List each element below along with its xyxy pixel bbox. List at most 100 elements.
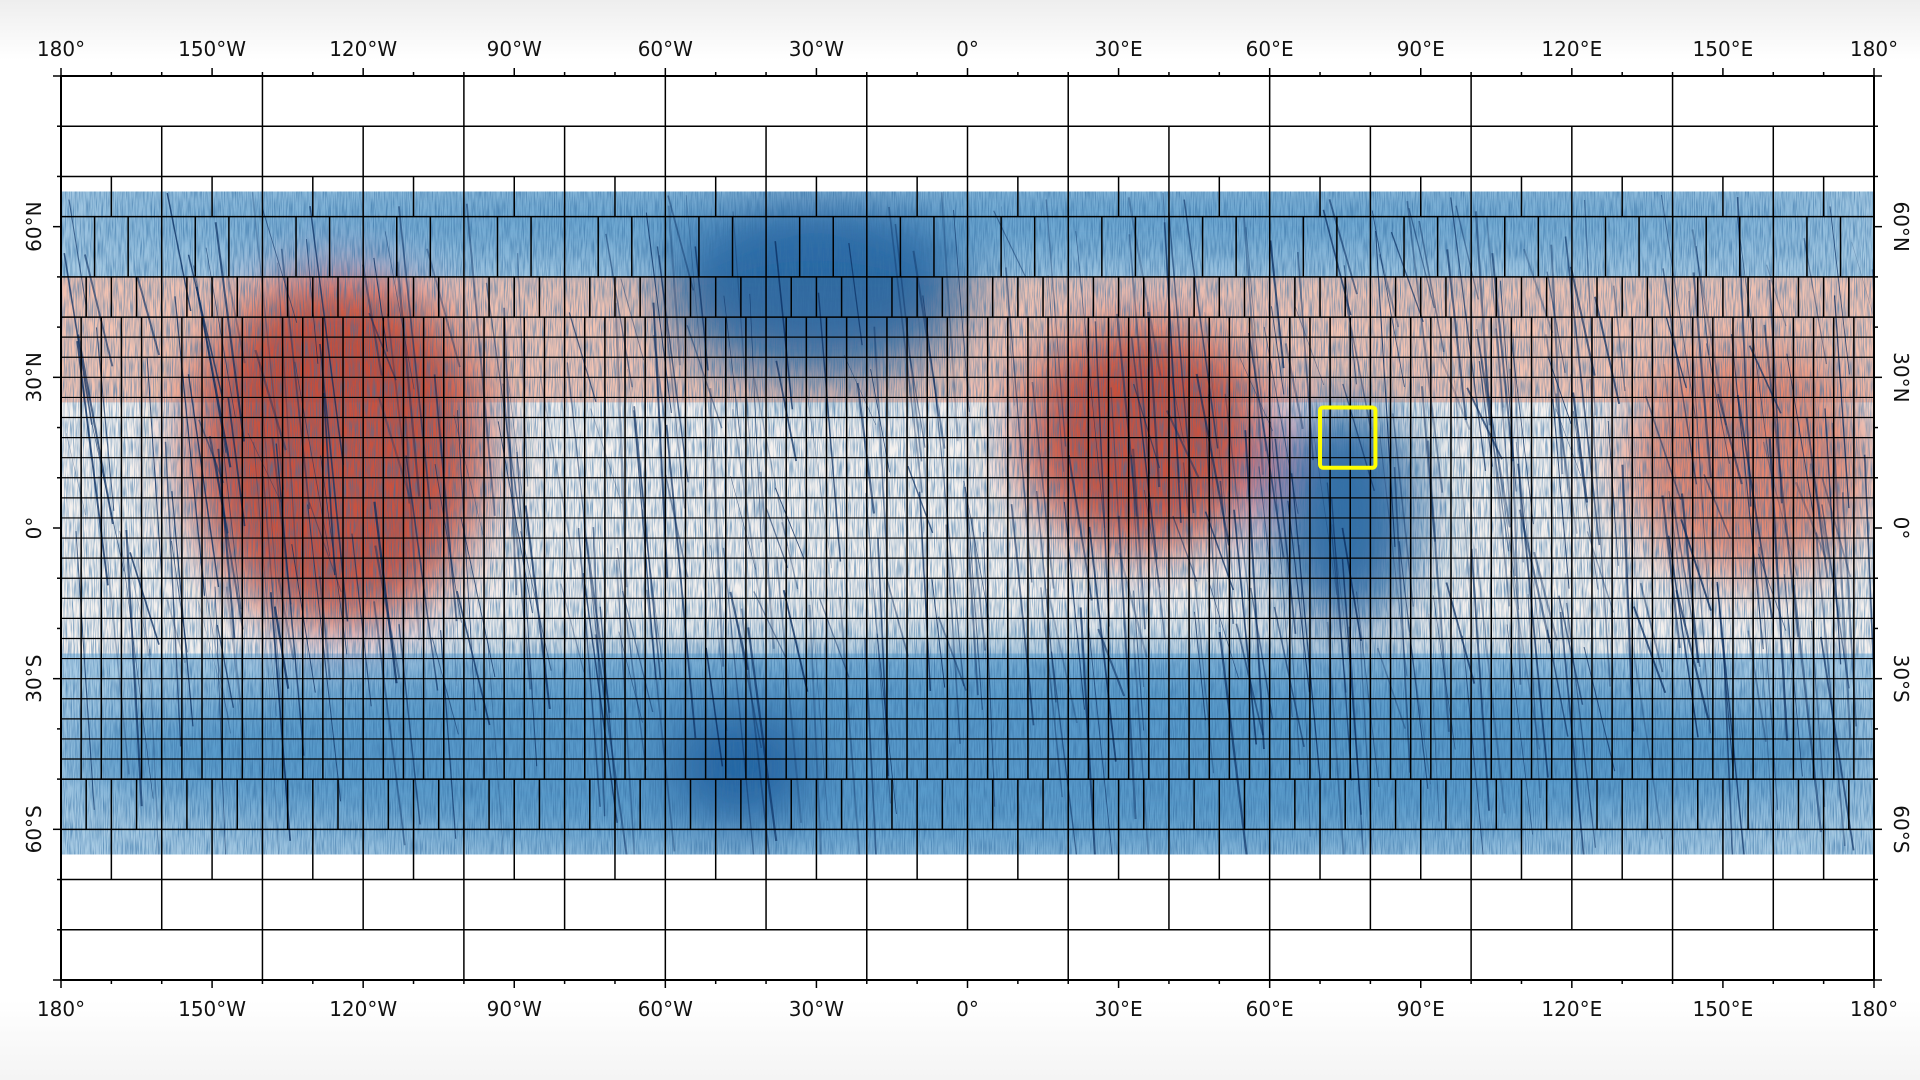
swath-streak [377,396,412,500]
swath-streak [1747,630,1767,742]
swath-streak [633,406,662,681]
swath-streak [1815,532,1846,847]
swath-streak [1809,463,1842,618]
lon-label: 90°E [1397,37,1445,61]
swath-streak [457,410,476,711]
swath-streak [1476,336,1511,528]
swath-streak [1716,583,1734,771]
swath-streak [1355,591,1380,787]
swath-streak [1128,234,1151,474]
swath-streak [1418,220,1445,353]
swath-streak [931,579,946,688]
bottom-lon-labels: 180° 150°W 120°W 90°W 60°W 30°W 0° 30°E 60°E 90°E… [37,997,1898,1021]
swath-streak [374,545,401,679]
swath-streak [618,631,643,723]
swath-streak [1094,321,1110,627]
swath-streak [888,206,923,493]
swath-streak [709,388,725,667]
swath-streak [665,424,697,739]
swath-streak [1466,387,1503,460]
swath-streak [1455,205,1479,300]
highlight-box[interactable] [1318,405,1378,470]
lon-label: 150°W [178,997,246,1021]
swath-streak [808,604,823,855]
lat-label: 60°N [22,201,46,251]
swath-streak [967,508,983,710]
swath-streak [247,433,282,503]
swath-streak [137,557,150,657]
swath-streak [1285,557,1301,765]
swath-streak [539,375,576,570]
swath-streak [1697,559,1711,734]
swath-streak [309,206,345,465]
swath-streak [273,606,290,689]
swath-streak [912,250,946,449]
lon-label: 120°W [329,997,397,1021]
swath-streak [592,527,606,817]
lat-label: 30°N [22,352,46,402]
swath-streak [909,355,926,448]
swath-streak [251,192,285,490]
swath-streak [1050,651,1078,855]
swath-streak [970,518,986,651]
lon-label: 120°W [329,37,397,61]
swath-streak [1736,395,1774,620]
swath-streak [1195,373,1231,546]
swath-streak [275,443,305,756]
swath-streak [1245,227,1267,452]
swath-streak [1644,395,1682,500]
swath-streak [1668,491,1687,628]
swath-streak [164,441,182,747]
swath-streak [1762,441,1798,576]
swath-streak [1871,269,1874,293]
swath-streak [1269,240,1285,369]
swath-streak [517,253,529,487]
lat-label: 60°S [1889,805,1913,853]
swath-streak [1510,570,1541,750]
swath-streak [1831,422,1852,739]
swath-streak [933,376,965,687]
swath-streak [1515,442,1541,640]
lon-label: 0° [956,997,979,1021]
swath-streak [747,627,778,842]
swath-streak [95,327,115,511]
lat-label: 30°N [1889,352,1913,402]
swath-streak [174,296,206,596]
swath-streak [1499,280,1517,492]
swath-streak [1795,481,1828,561]
swath-streak [1717,393,1743,485]
lon-label: 60°W [638,37,693,61]
swath-streak [524,505,551,710]
swath-streak [318,576,331,681]
swath-streak [732,408,764,618]
swath-streak [1341,527,1362,642]
swath-streak [1766,264,1787,327]
swath-streak [945,524,961,744]
swath-streak [504,351,528,536]
swath-streak [1703,474,1731,539]
lon-label: 180° [37,37,85,61]
swath-streak [1118,552,1148,658]
swath-streak [1143,489,1161,588]
swath-streak [1613,285,1626,392]
swath-streak [1172,515,1198,582]
swath-streak [1527,594,1541,799]
swath-streak [658,255,686,509]
lat-label: 0° [22,517,46,540]
swath-streak [351,533,372,707]
swath-streak [1594,296,1621,405]
swath-streak [1398,541,1429,789]
swath-streak [807,395,833,569]
swath-streak [1552,398,1570,589]
swath-streak [1392,413,1414,607]
swath-streak [1299,544,1311,837]
swath-streak [753,591,788,661]
lon-label: 90°W [487,997,542,1021]
swath-streak [774,241,794,410]
swath-streak [1589,378,1611,687]
swath-streak [1270,306,1285,395]
swath-streak [221,435,242,610]
swath-streak [271,437,292,605]
swath-streak [1555,408,1582,476]
